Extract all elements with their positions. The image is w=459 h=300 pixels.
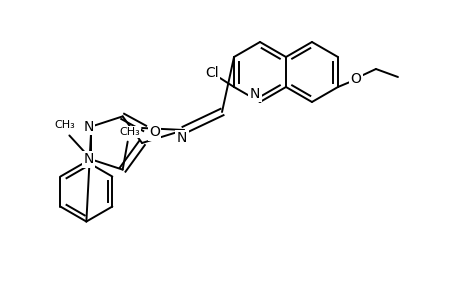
Text: O: O bbox=[350, 72, 361, 86]
Text: N: N bbox=[176, 131, 187, 145]
Text: N: N bbox=[83, 119, 93, 134]
Text: CH₃: CH₃ bbox=[119, 127, 140, 136]
Text: N: N bbox=[249, 87, 260, 101]
Text: N: N bbox=[83, 152, 93, 167]
Text: CH₃: CH₃ bbox=[54, 121, 74, 130]
Text: O: O bbox=[149, 125, 160, 140]
Text: Cl: Cl bbox=[205, 66, 218, 80]
